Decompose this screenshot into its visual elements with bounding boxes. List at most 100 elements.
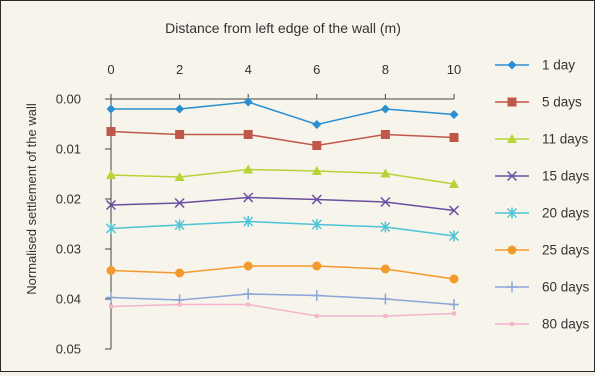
y-tick-label: 0.00	[56, 92, 81, 107]
series-group	[105, 216, 460, 242]
data-point	[380, 104, 390, 114]
legend-item: 1 day	[495, 58, 575, 73]
series-line	[110, 168, 455, 185]
legend-item: 15 days	[495, 169, 590, 184]
legend-marker	[507, 60, 517, 70]
data-point	[243, 216, 254, 227]
data-point	[175, 130, 185, 139]
y-tick-label: 0.04	[56, 292, 81, 307]
y-axis-title: Normalised settlement of the wall	[24, 103, 39, 295]
legend: 1 day 5 days 11 days 15 days 20 days 25 days 6…	[495, 58, 590, 332]
data-point	[449, 274, 459, 284]
series-line	[110, 303, 455, 317]
legend-label: 1 day	[542, 58, 575, 73]
data-point	[380, 168, 391, 178]
data-point	[106, 266, 116, 275]
data-point	[175, 268, 185, 278]
data-point	[312, 120, 322, 129]
series-line	[110, 265, 455, 280]
legend-item: 60 days	[495, 280, 590, 295]
data-point	[452, 311, 456, 316]
data-point	[175, 104, 185, 114]
legend-marker	[507, 97, 517, 107]
data-point	[312, 141, 322, 150]
legend-marker	[506, 207, 518, 219]
legend-label: 11 days	[542, 132, 589, 147]
y-tick-label: 0.05	[56, 342, 81, 357]
data-point	[106, 170, 116, 179]
legend-item: 5 days	[495, 95, 582, 110]
series-line	[111, 101, 455, 126]
data-point	[380, 264, 390, 274]
y-tick-label: 0.03	[56, 242, 81, 257]
data-point	[380, 221, 391, 233]
data-point	[311, 194, 322, 205]
data-point	[243, 288, 254, 300]
data-point	[449, 299, 459, 310]
data-point	[448, 230, 460, 242]
legend-label: 80 days	[542, 317, 590, 332]
legend-item: 11 days	[495, 132, 589, 147]
data-point	[243, 261, 253, 271]
x-axis-title: Distance from left edge of the wall (m)	[165, 20, 401, 36]
data-point	[174, 197, 185, 209]
y-axis-ticks: 0.00 0.01 0.02 0.03 0.04 0.05	[56, 92, 111, 357]
data-point	[448, 205, 460, 216]
legend-marker	[507, 134, 517, 143]
series-line	[110, 293, 455, 306]
legend-label: 60 days	[542, 280, 590, 295]
x-tick-label: 2	[176, 62, 183, 77]
legend-label: 20 days	[542, 206, 590, 221]
legend-label: 15 days	[542, 169, 590, 184]
data-point	[243, 164, 254, 174]
legend-marker	[507, 245, 517, 255]
series-group	[106, 97, 459, 129]
data-point	[311, 219, 322, 230]
data-point	[380, 130, 390, 139]
x-tick-label: 6	[313, 62, 320, 77]
y-tick-label: 0.02	[56, 192, 81, 207]
legend-item: 80 days	[495, 317, 590, 332]
data-point	[246, 302, 251, 307]
data-point	[243, 97, 253, 107]
legend-marker	[506, 170, 518, 182]
data-point	[109, 304, 113, 309]
data-point	[311, 290, 322, 301]
data-point	[449, 110, 459, 119]
data-point	[380, 196, 391, 208]
data-point	[383, 314, 388, 318]
data-point	[449, 179, 459, 188]
data-point	[174, 219, 185, 231]
series-group	[106, 261, 459, 284]
data-series	[105, 97, 460, 318]
data-point	[314, 314, 319, 318]
legend-label: 25 days	[542, 243, 590, 258]
series-group	[106, 164, 459, 188]
legend-item: 20 days	[495, 206, 590, 221]
y-tick-label: 0.01	[56, 142, 81, 157]
data-point	[105, 223, 117, 234]
x-tick-label: 0	[107, 62, 114, 77]
x-axis-ticks: 0 2 4 6 8 10	[107, 62, 461, 99]
data-point	[174, 172, 185, 181]
data-point	[311, 166, 322, 175]
series-group	[105, 192, 460, 216]
series-group	[106, 288, 459, 310]
legend-marker	[510, 322, 514, 326]
series-line	[110, 196, 455, 212]
x-tick-label: 10	[447, 62, 461, 77]
data-point	[449, 133, 459, 142]
series-line	[110, 130, 455, 147]
legend-marker	[507, 281, 517, 293]
series-group	[109, 302, 456, 318]
data-point	[243, 192, 254, 203]
legend-label: 5 days	[542, 95, 582, 110]
data-point	[106, 127, 116, 136]
x-tick-label: 4	[245, 62, 252, 77]
data-point	[105, 199, 117, 211]
data-point	[106, 104, 116, 114]
data-point	[177, 302, 182, 307]
data-point	[243, 130, 253, 139]
